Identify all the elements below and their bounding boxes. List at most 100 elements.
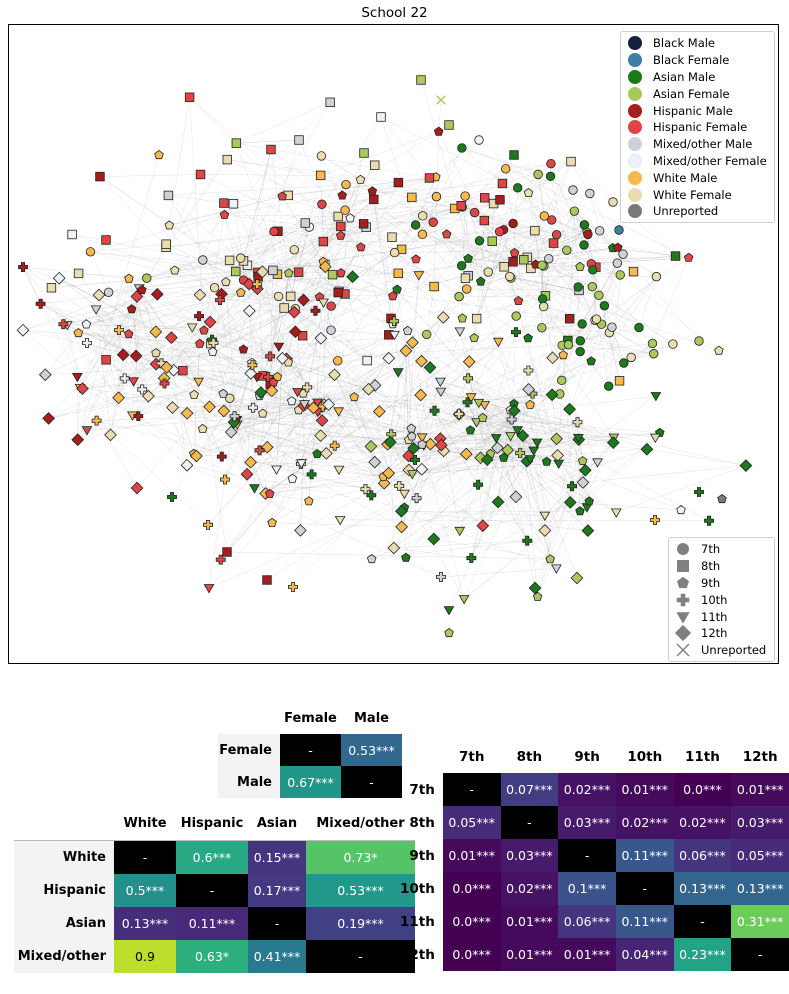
network-node xyxy=(289,245,299,255)
network-node xyxy=(530,225,540,236)
network-node xyxy=(341,179,351,190)
group-legend-label: Asian Female xyxy=(653,86,730,101)
network-node xyxy=(262,575,272,585)
heatmap-cell: 0.13*** xyxy=(114,907,176,940)
group-legend-item-unreported: Unreported xyxy=(627,203,768,220)
network-node xyxy=(199,325,209,335)
network-node xyxy=(318,260,332,274)
heatmap-row-header: 9th xyxy=(409,847,435,864)
network-node xyxy=(512,426,523,436)
network-node xyxy=(325,97,335,108)
network-node xyxy=(103,287,114,297)
network-node xyxy=(265,351,276,362)
network-node xyxy=(606,436,620,449)
network-node xyxy=(516,429,530,443)
heatmap-corner xyxy=(400,741,443,773)
network-node xyxy=(393,177,404,188)
network-title: School 22 xyxy=(361,5,428,21)
network-node xyxy=(456,200,466,211)
network-node xyxy=(454,526,466,537)
network-node xyxy=(215,554,226,565)
heatmap-cell: - xyxy=(176,874,248,907)
network-node xyxy=(466,553,477,563)
group-legend: Black Male Black Female Asian Male Asian Fe… xyxy=(620,31,775,223)
network-node xyxy=(546,158,556,169)
network-node xyxy=(231,138,242,148)
network-node xyxy=(359,148,369,158)
network-node xyxy=(414,388,428,402)
network-node xyxy=(318,298,329,308)
network-node xyxy=(668,339,678,349)
network-node xyxy=(279,303,289,313)
grade-heatmap: 7th 8th 9th 10th 11th 12th 7th -0.07*** 0.02*** 0… xyxy=(400,741,789,971)
network-node xyxy=(356,242,366,252)
network-node xyxy=(151,348,161,358)
network-plot: Black Male Black Female Asian Male Asian Fe… xyxy=(8,24,779,664)
network-node xyxy=(614,225,624,235)
network-node xyxy=(507,404,521,418)
network-node xyxy=(393,268,404,278)
heatmap-cell: 0.9 xyxy=(114,940,176,973)
square-marker-icon xyxy=(677,560,689,573)
network-node xyxy=(538,524,552,537)
network-node xyxy=(511,311,521,321)
network-node xyxy=(266,144,276,155)
network-node xyxy=(500,164,511,174)
network-node xyxy=(444,628,454,638)
heatmap-column-header: 7th xyxy=(458,749,485,765)
network-node xyxy=(591,314,602,324)
network-node xyxy=(180,458,194,472)
network-node xyxy=(522,383,536,396)
network-node xyxy=(149,325,163,339)
network-node xyxy=(491,495,505,509)
network-node xyxy=(254,386,268,399)
network-node xyxy=(238,344,249,354)
group-legend-label: Black Female xyxy=(653,53,730,68)
network-node xyxy=(287,305,301,319)
network-node xyxy=(101,235,111,245)
heatmap-cell: 0.01*** xyxy=(442,839,501,872)
heatmap-cell: 0.02*** xyxy=(615,806,674,839)
heatmap-cell: 0.02*** xyxy=(558,773,616,806)
network-node xyxy=(513,183,523,193)
network-node xyxy=(367,186,378,196)
network-node xyxy=(471,313,482,324)
network-node xyxy=(383,435,397,449)
heatmap-cell: 0.13*** xyxy=(731,872,789,905)
network-node xyxy=(392,284,402,294)
network-node xyxy=(189,389,199,399)
heatmap-cell: - xyxy=(280,734,341,766)
network-node xyxy=(545,554,555,564)
legend-swatch-icon xyxy=(628,53,642,68)
grade-legend: 7th 8th 9th 10th 11th 12th Unreported xyxy=(668,537,775,662)
network-node xyxy=(402,463,416,477)
network-node xyxy=(456,260,467,271)
network-node xyxy=(548,238,559,248)
network-node xyxy=(130,481,144,495)
network-node xyxy=(248,402,259,413)
network-node xyxy=(628,266,639,277)
heatmap-cell: 0.53*** xyxy=(306,874,415,907)
heatmap-cell: 0.13*** xyxy=(673,872,732,905)
heatmap-cell: 0.73* xyxy=(306,840,415,874)
network-node xyxy=(95,171,105,182)
network-node xyxy=(454,327,466,337)
network-node xyxy=(271,465,282,475)
network-node xyxy=(431,191,442,202)
network-node xyxy=(399,489,410,500)
network-node xyxy=(694,487,704,497)
network-node xyxy=(364,440,378,453)
network-node xyxy=(389,316,400,327)
network-node xyxy=(164,220,175,230)
network-node xyxy=(436,95,446,105)
heatmap-row-header: White xyxy=(14,840,114,874)
group-legend-label: Asian Male xyxy=(653,69,716,84)
network-node xyxy=(377,476,391,490)
network-node xyxy=(333,356,343,366)
network-node xyxy=(38,368,52,382)
network-node xyxy=(335,230,346,240)
network-node xyxy=(235,253,246,263)
network-node xyxy=(545,388,559,402)
network-node xyxy=(326,301,336,311)
network-node xyxy=(389,247,400,258)
